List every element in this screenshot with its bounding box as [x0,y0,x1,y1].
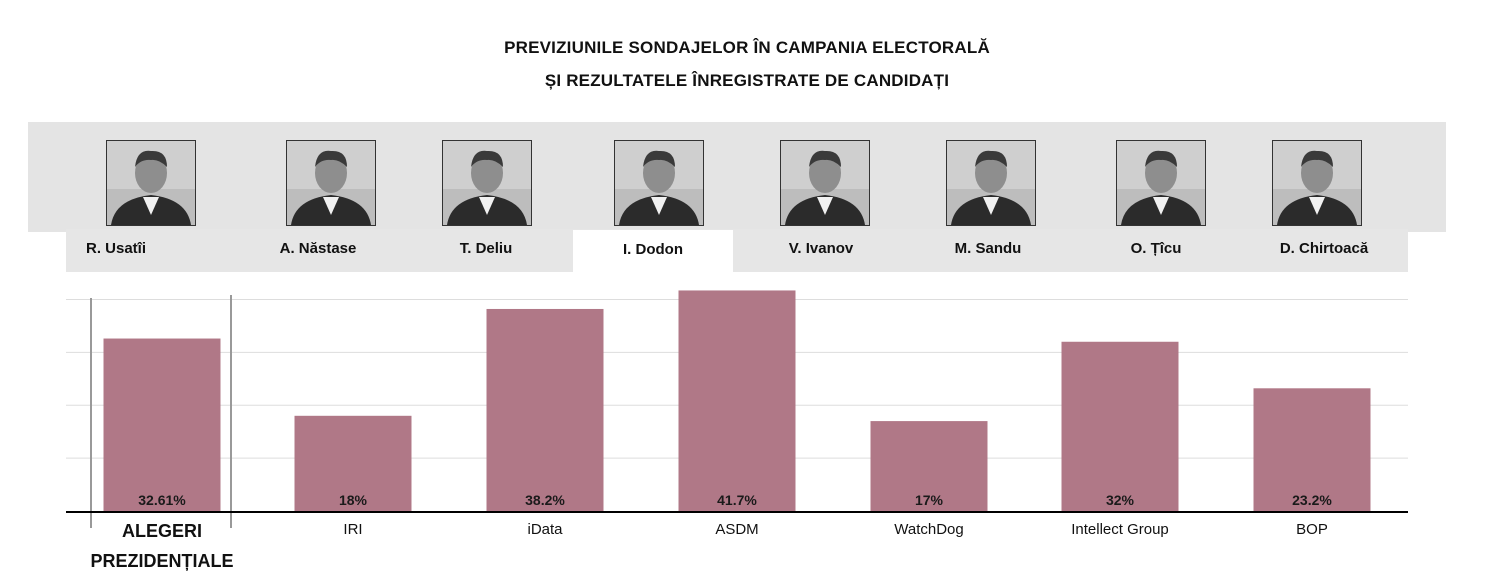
bar-4 [678,290,796,511]
value-label-6: 32% [1106,492,1135,508]
candidate-tab-bar [66,229,1408,272]
tab-candidate-8[interactable]: D. Chirtoacă [1279,240,1369,257]
tab-candidate-1[interactable]: R. Usatîi [85,240,146,257]
candidate-photo-6 [946,140,1036,226]
chart-title-line-2: ȘI REZULTATELE ÎNREGISTRATE DE CANDIDAȚI [544,71,950,90]
tab-candidate-5[interactable]: V. Ivanov [788,240,854,257]
category-label-7: BOP [1296,521,1328,538]
value-label-4: 41.7% [717,492,757,508]
portrait-photo-icon [615,141,703,225]
portrait-photo-icon [781,141,869,225]
category-label-4: ASDM [715,521,758,538]
portrait-photo-icon [1117,141,1205,225]
tab-candidate-3[interactable]: T. Deliu [459,240,513,257]
portrait-photo-icon [947,141,1035,225]
chart-title-line-1: PREVIZIUNILE SONDAJELOR ÎN CAMPANIA ELEC… [504,38,990,57]
portrait-photo-icon [107,141,195,225]
category-label-6: Intellect Group [1071,521,1169,538]
candidate-photo-2 [286,140,376,226]
tab-candidate-7[interactable]: O. Țîcu [1130,240,1182,257]
candidate-photo-5 [780,140,870,226]
candidate-photo-4 [614,140,704,226]
value-label-1: 32.61% [138,492,186,508]
category-label-1-line-2: PREZIDENȚIALE [90,551,233,571]
bar-1 [103,338,221,511]
tab-candidate-6[interactable]: M. Sandu [954,240,1022,257]
value-label-3: 38.2% [525,492,565,508]
portrait-photo-icon [287,141,375,225]
candidate-photo-1 [106,140,196,226]
category-label-2: IRI [343,521,362,538]
bar-6 [1061,341,1179,511]
category-label-5: WatchDog [894,521,963,538]
category-label-1-line-1: ALEGERI [122,521,202,541]
candidate-photo-3 [442,140,532,226]
value-label-7: 23.2% [1292,492,1332,508]
value-label-2: 18% [339,492,368,508]
candidate-photo-7 [1116,140,1206,226]
bar-3 [486,308,604,511]
tab-candidate-4[interactable]: I. Dodon [573,229,733,272]
bar-7 [1253,388,1371,511]
value-label-5: 17% [915,492,944,508]
tab-candidate-2[interactable]: A. Năstase [279,240,357,257]
portrait-photo-icon [1273,141,1361,225]
bar-2 [294,415,412,511]
category-label-3: iData [527,521,563,538]
portrait-photo-icon [443,141,531,225]
candidate-photo-8 [1272,140,1362,226]
candidate-photo-band [28,122,1446,232]
bar-5 [870,421,988,511]
